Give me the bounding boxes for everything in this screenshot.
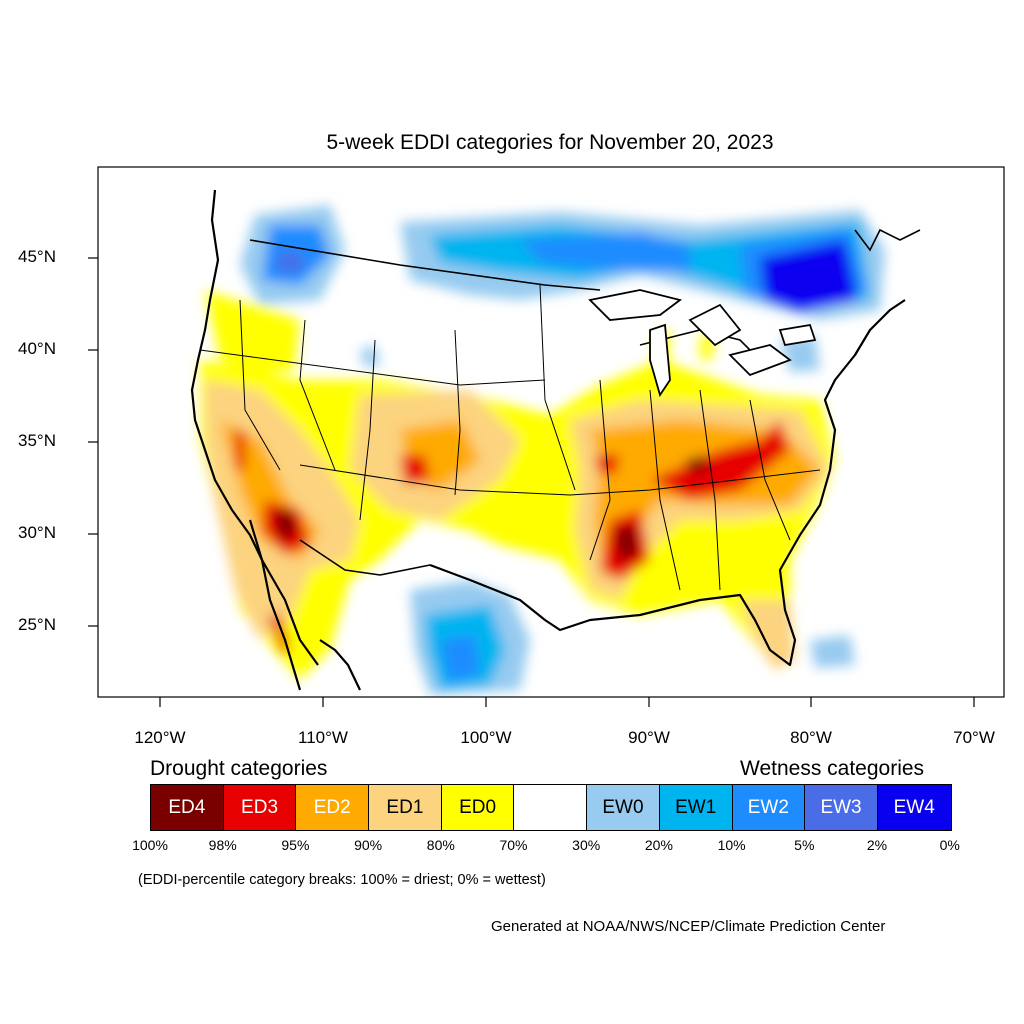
legend-swatch-ew2: EW2 (732, 785, 806, 830)
map-title: 5-week EDDI categories for November 20, … (326, 131, 774, 154)
state-borders (199, 284, 821, 591)
category-legend: ED4 ED3 ED2 ED1 ED0 EW0 EW1 EW2 EW3 EW4 (150, 784, 952, 831)
percent-break-label: 80% (426, 837, 455, 853)
lat-label-40: 40°N (18, 339, 56, 358)
lon-label-70: 70°W (953, 728, 995, 747)
map-frame (97, 166, 1005, 698)
percent-break-label: 98% (208, 837, 237, 853)
legend-swatch-ed4: ED4 (151, 785, 224, 830)
lat-label-45: 45°N (18, 247, 56, 266)
coastline (190, 189, 906, 691)
percentile-note: (EDDI-percentile category breaks: 100% =… (138, 872, 546, 888)
legend-swatch-ed2: ED2 (296, 785, 370, 830)
percent-break-label: 20% (644, 837, 673, 853)
legend-swatch-ew0: EW0 (587, 785, 660, 830)
percent-break-label: 5% (794, 837, 815, 853)
wetness-fields-north (240, 205, 885, 372)
percent-break-label: 2% (866, 837, 888, 853)
percent-break-label: 100% (132, 837, 168, 853)
legend-swatch-neutral (514, 785, 588, 830)
drought-heading: Drought categories (150, 757, 328, 780)
percent-break-label: 90% (354, 837, 383, 853)
legend-swatch-ew4: EW4 (877, 785, 951, 830)
lat-label-25: 25°N (18, 615, 56, 634)
lon-label-100: 100°W (460, 728, 512, 747)
legend-swatch-ed1: ED1 (369, 785, 442, 830)
percent-break-label: 95% (281, 837, 310, 853)
percent-break-label: 30% (572, 837, 601, 853)
lon-label-110: 110°W (298, 728, 348, 747)
legend-swatch-ew3: EW3 (805, 785, 878, 830)
lon-label-90: 90°W (628, 728, 670, 747)
lon-label-120: 120°W (134, 728, 186, 747)
eddi-map (88, 166, 1005, 707)
legend-swatch-ew1: EW1 (659, 785, 733, 830)
drought-fields (200, 290, 835, 680)
wetness-fields-south (410, 580, 855, 695)
percent-break-label: 0% (939, 837, 960, 853)
lon-label-80: 80°W (790, 728, 832, 747)
great-lakes (588, 289, 817, 398)
legend-swatch-ed0: ED0 (441, 785, 515, 830)
lat-label-30: 30°N (18, 523, 56, 542)
lat-label-35: 35°N (18, 431, 56, 450)
credit-line: Generated at NOAA/NWS/NCEP/Climate Predi… (491, 918, 886, 935)
wetness-heading: Wetness categories (740, 757, 925, 780)
legend-swatch-ed3: ED3 (223, 785, 297, 830)
percent-break-label: 70% (499, 837, 528, 853)
percent-break-label: 10% (717, 837, 746, 853)
